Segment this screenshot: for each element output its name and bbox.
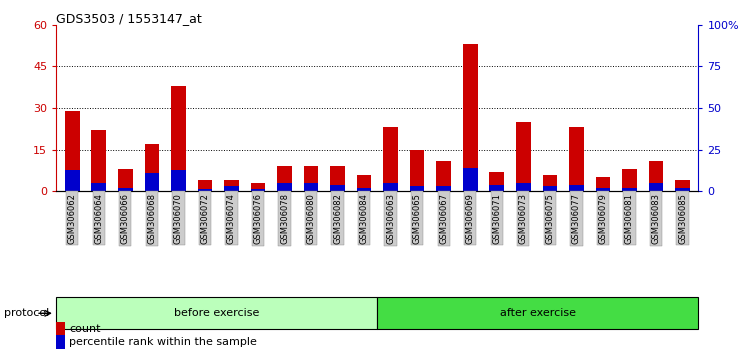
Bar: [649, 183, 663, 191]
Text: GSM306070: GSM306070: [174, 193, 183, 244]
Text: percentile rank within the sample: percentile rank within the sample: [69, 337, 257, 347]
Bar: [542, 186, 557, 191]
Bar: [224, 180, 239, 191]
Bar: [675, 180, 690, 191]
Bar: [330, 184, 345, 191]
Text: GSM306074: GSM306074: [227, 193, 236, 244]
Bar: [410, 186, 424, 191]
Bar: [463, 44, 478, 191]
Bar: [251, 189, 265, 191]
Bar: [118, 169, 133, 191]
Bar: [516, 122, 531, 191]
Text: GSM306067: GSM306067: [439, 193, 448, 244]
Text: GSM306084: GSM306084: [360, 193, 369, 244]
Text: GSM306081: GSM306081: [625, 193, 634, 244]
Text: GSM306082: GSM306082: [333, 193, 342, 244]
Bar: [622, 169, 637, 191]
Bar: [490, 172, 504, 191]
Text: GSM306079: GSM306079: [599, 193, 608, 244]
Bar: [542, 175, 557, 191]
Bar: [303, 166, 318, 191]
Bar: [383, 127, 398, 191]
Text: GSM306077: GSM306077: [572, 193, 581, 244]
Text: GSM306080: GSM306080: [306, 193, 315, 244]
Bar: [490, 184, 504, 191]
Bar: [330, 166, 345, 191]
Text: count: count: [69, 324, 101, 334]
Bar: [516, 183, 531, 191]
Bar: [224, 186, 239, 191]
Bar: [649, 161, 663, 191]
Text: GSM306083: GSM306083: [651, 193, 660, 244]
Text: GSM306066: GSM306066: [121, 193, 130, 244]
Bar: [277, 166, 292, 191]
Bar: [65, 170, 80, 191]
Text: GDS3503 / 1553147_at: GDS3503 / 1553147_at: [56, 12, 202, 25]
Bar: [198, 189, 213, 191]
Text: GSM306075: GSM306075: [545, 193, 554, 244]
Bar: [92, 183, 106, 191]
Text: GSM306071: GSM306071: [492, 193, 501, 244]
Text: GSM306073: GSM306073: [519, 193, 528, 244]
Bar: [675, 188, 690, 191]
Bar: [144, 173, 159, 191]
Text: GSM306063: GSM306063: [386, 193, 395, 244]
Bar: [303, 183, 318, 191]
Text: GSM306072: GSM306072: [201, 193, 210, 244]
Bar: [377, 297, 698, 329]
Bar: [569, 127, 584, 191]
Bar: [463, 168, 478, 191]
Bar: [383, 183, 398, 191]
Bar: [171, 170, 185, 191]
Bar: [118, 188, 133, 191]
Bar: [436, 186, 451, 191]
Text: GSM306065: GSM306065: [413, 193, 421, 244]
Bar: [171, 86, 185, 191]
Bar: [569, 184, 584, 191]
Bar: [198, 180, 213, 191]
Bar: [596, 188, 611, 191]
Bar: [410, 149, 424, 191]
Bar: [56, 297, 377, 329]
Text: before exercise: before exercise: [174, 308, 260, 318]
Bar: [596, 177, 611, 191]
Bar: [357, 175, 372, 191]
Text: GSM306076: GSM306076: [254, 193, 263, 244]
Bar: [622, 188, 637, 191]
Bar: [251, 183, 265, 191]
Text: GSM306069: GSM306069: [466, 193, 475, 244]
Text: GSM306064: GSM306064: [95, 193, 104, 244]
Text: GSM306085: GSM306085: [678, 193, 687, 244]
Text: GSM306078: GSM306078: [280, 193, 289, 244]
Bar: [144, 144, 159, 191]
Text: protocol: protocol: [4, 308, 49, 318]
Bar: [436, 161, 451, 191]
Bar: [65, 111, 80, 191]
Text: GSM306062: GSM306062: [68, 193, 77, 244]
Bar: [277, 183, 292, 191]
Bar: [92, 130, 106, 191]
Text: after exercise: after exercise: [500, 308, 576, 318]
Text: GSM306068: GSM306068: [147, 193, 156, 244]
Bar: [357, 188, 372, 191]
